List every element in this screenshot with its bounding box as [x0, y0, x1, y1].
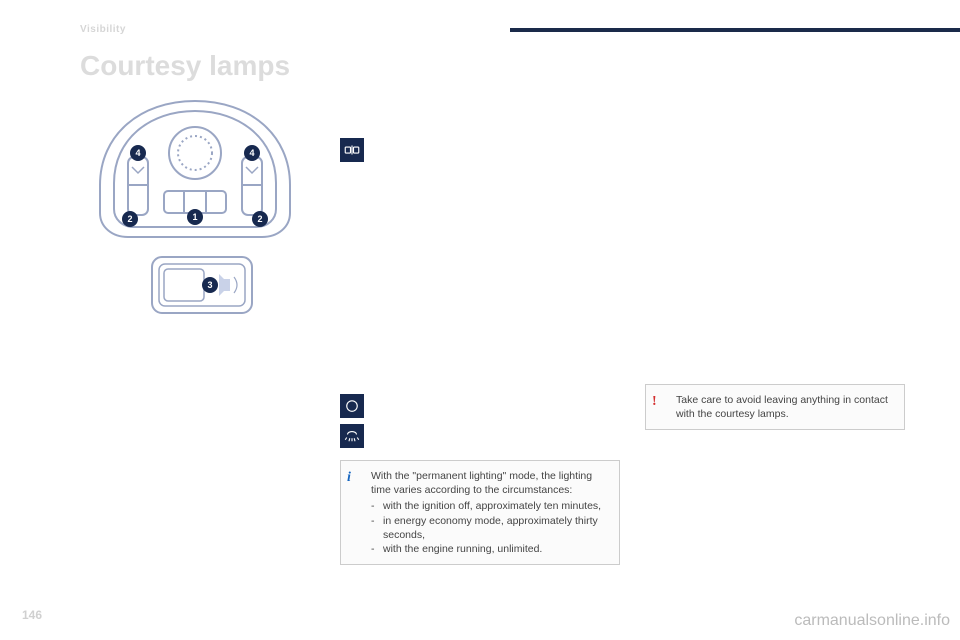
page: Visibility Courtesy lamps — [0, 0, 960, 640]
page-number: 146 — [22, 608, 42, 622]
warning-icon: ! — [652, 393, 657, 412]
section-label: Visibility — [80, 24, 126, 35]
svg-text:4: 4 — [249, 148, 254, 158]
courtesy-lamp-illustration: 4 4 2 2 1 3 — [80, 95, 310, 335]
svg-text:1: 1 — [192, 212, 197, 222]
info-item: with the ignition off, approximately ten… — [371, 499, 609, 513]
svg-text:2: 2 — [127, 214, 132, 224]
courtesy-lamp-icon — [340, 138, 364, 162]
permanent-lighting-icon — [340, 424, 364, 448]
info-box: i With the "permanent lighting" mode, th… — [340, 460, 620, 565]
info-intro: With the "permanent lighting" mode, the … — [371, 469, 609, 497]
info-item: in energy economy mode, approximately th… — [371, 514, 609, 542]
off-mode-icon — [340, 394, 364, 418]
page-title: Courtesy lamps — [80, 50, 290, 82]
warning-text: Take care to avoid leaving anything in c… — [676, 393, 894, 421]
svg-text:2: 2 — [257, 214, 262, 224]
info-list: with the ignition off, approximately ten… — [371, 499, 609, 556]
info-item: with the engine running, unlimited. — [371, 542, 609, 556]
info-icon: i — [347, 469, 351, 488]
svg-text:4: 4 — [135, 148, 140, 158]
svg-text:3: 3 — [207, 280, 212, 290]
warning-box: ! Take care to avoid leaving anything in… — [645, 384, 905, 430]
watermark: carmanualsonline.info — [794, 612, 950, 630]
header-rule — [510, 28, 960, 32]
